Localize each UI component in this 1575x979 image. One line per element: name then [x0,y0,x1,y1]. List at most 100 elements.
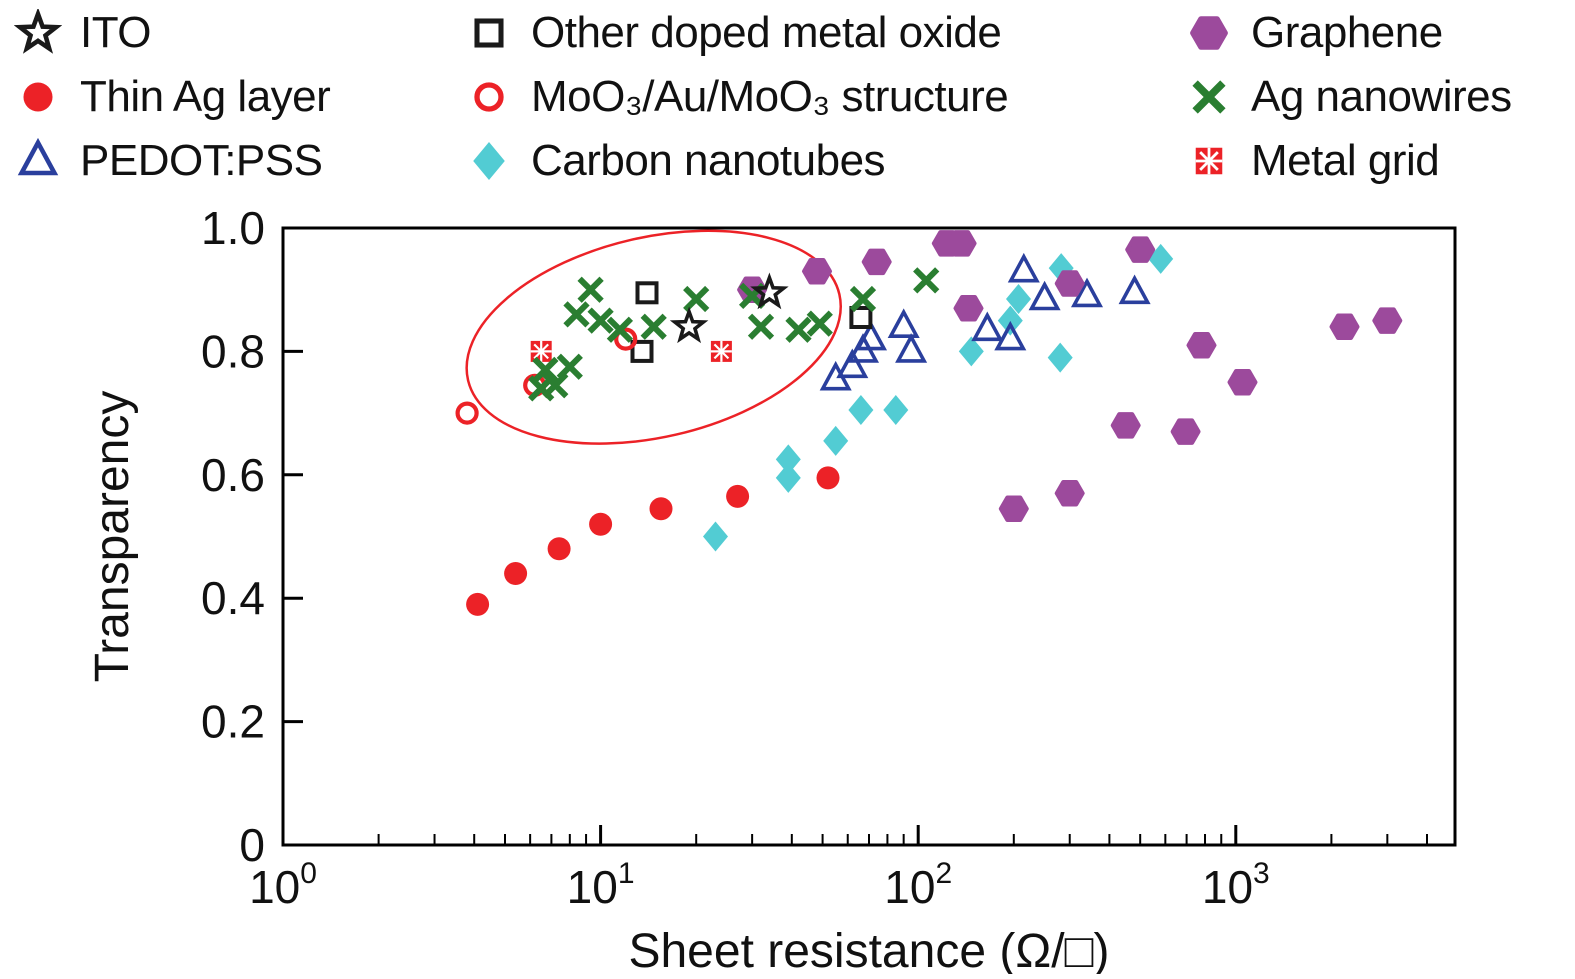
point-graphene [998,495,1029,522]
point-graphene [1054,270,1085,297]
legend-column-1: ITO Thin Ag layer PEDOT:PSS [14,4,331,190]
point-carbon-nanotubes [823,425,849,456]
point-carbon-nanotubes [997,305,1023,336]
x-tick-label: 103 [1202,857,1270,913]
transparency-vs-sheet-resistance-plot: 100 101 102 103 0 0.2 0.4 0.6 0.8 1.0 Transparency… [86,202,1457,978]
point-ito [669,306,709,344]
highlight-ellipse [465,229,842,445]
point-graphene [1372,307,1403,334]
point-metal-grid [710,340,732,362]
point-carbon-nanotubes [883,395,909,425]
point-thin-ag-layer [726,484,750,508]
carbon-nanotube-diamond-icon [473,142,505,180]
y-tick-label: 0.4 [201,572,265,624]
point-thin-ag-layer [504,562,528,585]
legend-item-other-doped-metal-oxide: Other doped metal oxide [465,4,1008,62]
point-ag-nanowires [683,285,710,313]
point-pedot-pss [1028,280,1061,311]
point-carbon-nanotubes [775,462,801,493]
legend-item-carbon-nanotubes: Carbon nanotubes [465,132,1008,190]
legend-label-carbon-nanotubes: Carbon nanotubes [531,136,886,185]
point-ag-nanowires [532,356,559,384]
pedot-triangle-icon [17,137,59,176]
legend-item-ag-nanowires: Ag nanowires [1185,68,1512,126]
scatter-chart: 100 101 102 103 0 0.2 0.4 0.6 0.8 1.0 Transparency… [0,190,1575,978]
legend-label-moo3-au-moo3: MoO₃/Au/MoO₃ structure [531,72,1009,121]
point-thin-ag-layer [589,512,613,536]
point-pedot-pss [887,308,920,338]
point-graphene [1125,236,1156,263]
point-pedot-pss [836,348,869,379]
x-tick-label: 100 [249,857,317,913]
y-tick-label: 0.2 [201,696,265,748]
y-tick-label: 0.6 [201,449,265,501]
point-graphene [1110,412,1141,439]
point-ag-nanowires [563,301,590,328]
point-ag-nanowires [806,310,833,337]
point-thin-ag-layer [466,592,490,616]
legend-label-metal-grid: Metal grid [1251,136,1440,185]
x-tick-label: 101 [567,857,635,913]
moo3-circle-icon [474,82,504,112]
y-tick-label: 0 [239,819,265,871]
point-ag-nanowires [556,353,583,380]
point-pedot-pss [895,333,928,363]
legend-item-ito: ITO [14,4,330,62]
point-moo3-au-moo3 [614,327,638,351]
point-carbon-nanotubes [1006,284,1031,314]
point-other-doped-metal-oxide [849,306,873,329]
legend-column-3: Graphene Ag nanowires Metal grid [1185,4,1512,190]
metal-oxide-square-icon [474,18,504,48]
point-ag-nanowires [587,307,614,334]
y-axis-title: Transparency [86,391,139,683]
legend-item-graphene: Graphene [1185,4,1512,62]
point-graphene [1054,480,1085,507]
thin-ag-circle-icon [23,82,53,112]
point-thin-ag-layer [649,497,673,521]
metal-grid-square-icon [1195,147,1223,175]
point-ag-nanowires [577,276,604,303]
point-pedot-pss [994,320,1027,351]
point-pedot-pss [1118,274,1151,305]
point-graphene [1227,369,1258,396]
x-tick-label: 102 [884,857,952,913]
legend-column-2: Other doped metal oxide MoO₃/Au/MoO₃ str… [465,4,1009,190]
point-moo3-au-moo3 [455,401,479,425]
point-graphene [953,294,984,322]
point-pedot-pss [1007,252,1040,283]
point-other-doped-metal-oxide [635,281,659,305]
point-ito [750,272,789,310]
legend-label-thin-ag-layer: Thin Ag layer [80,72,331,121]
point-graphene [1170,418,1201,445]
y-tick-label: 1.0 [201,202,265,254]
y-tick-label: 0.8 [201,325,265,377]
point-ag-nanowires [785,316,812,343]
point-pedot-pss [854,320,888,351]
point-graphene [861,248,892,276]
point-thin-ag-layer [547,537,571,561]
legend-item-pedot-pss: PEDOT:PSS [14,132,330,190]
point-carbon-nanotubes [848,395,874,425]
point-carbon-nanotubes [703,521,728,552]
x-axis-title: Sheet resistance (Ω/□) [628,925,1109,974]
point-carbon-nanotubes [1148,243,1174,274]
point-ag-nanowires [913,267,940,294]
point-graphene [802,257,832,285]
legend-label-ag-nanowires: Ag nanowires [1251,72,1512,121]
legend-label-other-doped-metal-oxide: Other doped metal oxide [531,8,1002,57]
point-carbon-nanotubes [958,336,984,367]
point-ag-nanowires [640,313,667,340]
ag-nanowire-x-icon [1192,80,1226,114]
ito-star-icon [14,9,62,54]
point-graphene [946,230,977,257]
point-ag-nanowires [747,313,775,340]
point-graphene [1329,313,1360,340]
point-other-doped-metal-oxide [630,339,654,363]
legend-item-moo3-au-moo3: MoO₃/Au/MoO₃ structure [465,68,1009,126]
legend-label-pedot-pss: PEDOT:PSS [80,136,323,185]
point-carbon-nanotubes [1047,342,1073,373]
point-ag-nanowires [606,316,634,343]
graphene-hexagon-icon [1190,16,1228,50]
point-graphene [1186,331,1217,359]
